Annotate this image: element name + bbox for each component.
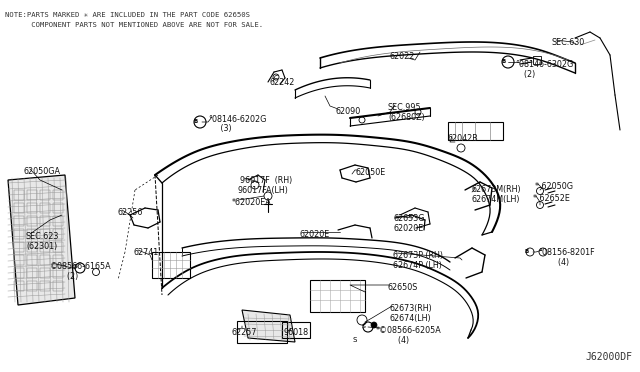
Bar: [14, 216, 24, 226]
Bar: [14, 203, 24, 213]
Text: (4): (4): [383, 336, 409, 345]
Bar: [53, 268, 63, 278]
Bar: [53, 190, 63, 200]
Bar: [14, 242, 24, 252]
Text: 62020E: 62020E: [393, 224, 423, 233]
Polygon shape: [8, 175, 75, 305]
Text: 62042B: 62042B: [448, 134, 479, 143]
Bar: [53, 281, 63, 291]
Bar: [14, 190, 24, 200]
Text: °08146-6202G: °08146-6202G: [208, 115, 266, 124]
Bar: [448, 122, 503, 140]
Bar: [53, 229, 63, 239]
Text: 96018: 96018: [284, 328, 309, 337]
Text: COMPONENT PARTS NOT MENTIONED ABOVE ARE NOT FOR SALE.: COMPONENT PARTS NOT MENTIONED ABOVE ARE …: [5, 22, 263, 28]
Text: 62257: 62257: [232, 328, 257, 337]
Bar: [27, 190, 37, 200]
Bar: [53, 255, 63, 265]
Text: SEC.623: SEC.623: [26, 232, 60, 241]
Bar: [14, 268, 24, 278]
Text: (4): (4): [543, 258, 569, 267]
Bar: [27, 203, 37, 213]
Text: ©08566-6165A: ©08566-6165A: [50, 262, 111, 271]
Bar: [27, 255, 37, 265]
Text: 96017F  (RH): 96017F (RH): [240, 176, 292, 185]
Text: 62650S: 62650S: [387, 283, 417, 292]
Text: SEC.630: SEC.630: [552, 38, 585, 47]
Bar: [27, 281, 37, 291]
Text: °08156-8201F: °08156-8201F: [538, 248, 595, 257]
Text: 62022: 62022: [390, 52, 415, 61]
Text: B: B: [525, 248, 529, 253]
Text: 62090: 62090: [335, 107, 360, 116]
Text: 62050E: 62050E: [355, 168, 385, 177]
Text: B: B: [502, 58, 506, 64]
Bar: [53, 216, 63, 226]
Bar: [27, 229, 37, 239]
Bar: [14, 255, 24, 265]
Text: 96017FA(LH): 96017FA(LH): [238, 186, 289, 195]
Text: (62301): (62301): [26, 242, 57, 251]
Text: 62674P (LH): 62674P (LH): [393, 261, 442, 270]
Bar: [40, 190, 50, 200]
Text: (62680Z): (62680Z): [388, 113, 425, 122]
Text: *62020EA: *62020EA: [232, 198, 272, 207]
Text: 62256: 62256: [118, 208, 143, 217]
Bar: [310, 280, 365, 312]
Text: (2): (2): [57, 272, 78, 281]
Text: 62674M(LH): 62674M(LH): [472, 195, 520, 204]
Text: (2): (2): [519, 70, 535, 79]
Text: B: B: [194, 119, 198, 124]
Bar: [27, 242, 37, 252]
Text: S: S: [353, 337, 357, 343]
Bar: [27, 216, 37, 226]
Bar: [152, 252, 190, 278]
Bar: [53, 242, 63, 252]
Text: 62741: 62741: [134, 248, 159, 257]
Text: S: S: [74, 264, 78, 269]
Bar: [40, 203, 50, 213]
Bar: [40, 268, 50, 278]
Bar: [40, 255, 50, 265]
Text: 62050GA: 62050GA: [24, 167, 61, 176]
Text: J62000DF: J62000DF: [585, 352, 632, 362]
Circle shape: [371, 322, 377, 328]
Bar: [27, 268, 37, 278]
Text: *©08566-6205A: *©08566-6205A: [376, 326, 442, 335]
Bar: [533, 56, 541, 64]
Bar: [40, 229, 50, 239]
Text: 62653G: 62653G: [393, 214, 424, 223]
Text: * 62652E: * 62652E: [533, 194, 570, 203]
Text: 62020E: 62020E: [300, 230, 330, 239]
Text: 62673(RH): 62673(RH): [389, 304, 432, 313]
Text: SEC.995: SEC.995: [388, 103, 422, 112]
Bar: [14, 281, 24, 291]
Bar: [40, 216, 50, 226]
Text: NOTE:PARTS MARKED ✳ ARE INCLUDED IN THE PART CODE 62650S: NOTE:PARTS MARKED ✳ ARE INCLUDED IN THE …: [5, 12, 250, 18]
Bar: [14, 229, 24, 239]
Text: * 62050G: * 62050G: [535, 182, 573, 191]
Polygon shape: [242, 310, 295, 342]
Text: S: S: [362, 324, 366, 328]
Text: 62242: 62242: [270, 78, 296, 87]
Text: 62674(LH): 62674(LH): [389, 314, 431, 323]
Text: (3): (3): [213, 124, 232, 133]
Bar: [282, 322, 310, 338]
Text: °08146-6302G: °08146-6302G: [515, 60, 573, 69]
Text: 62673P (RH): 62673P (RH): [393, 251, 443, 260]
Bar: [40, 242, 50, 252]
Text: 62673M(RH): 62673M(RH): [472, 185, 522, 194]
Bar: [53, 203, 63, 213]
Bar: [40, 281, 50, 291]
